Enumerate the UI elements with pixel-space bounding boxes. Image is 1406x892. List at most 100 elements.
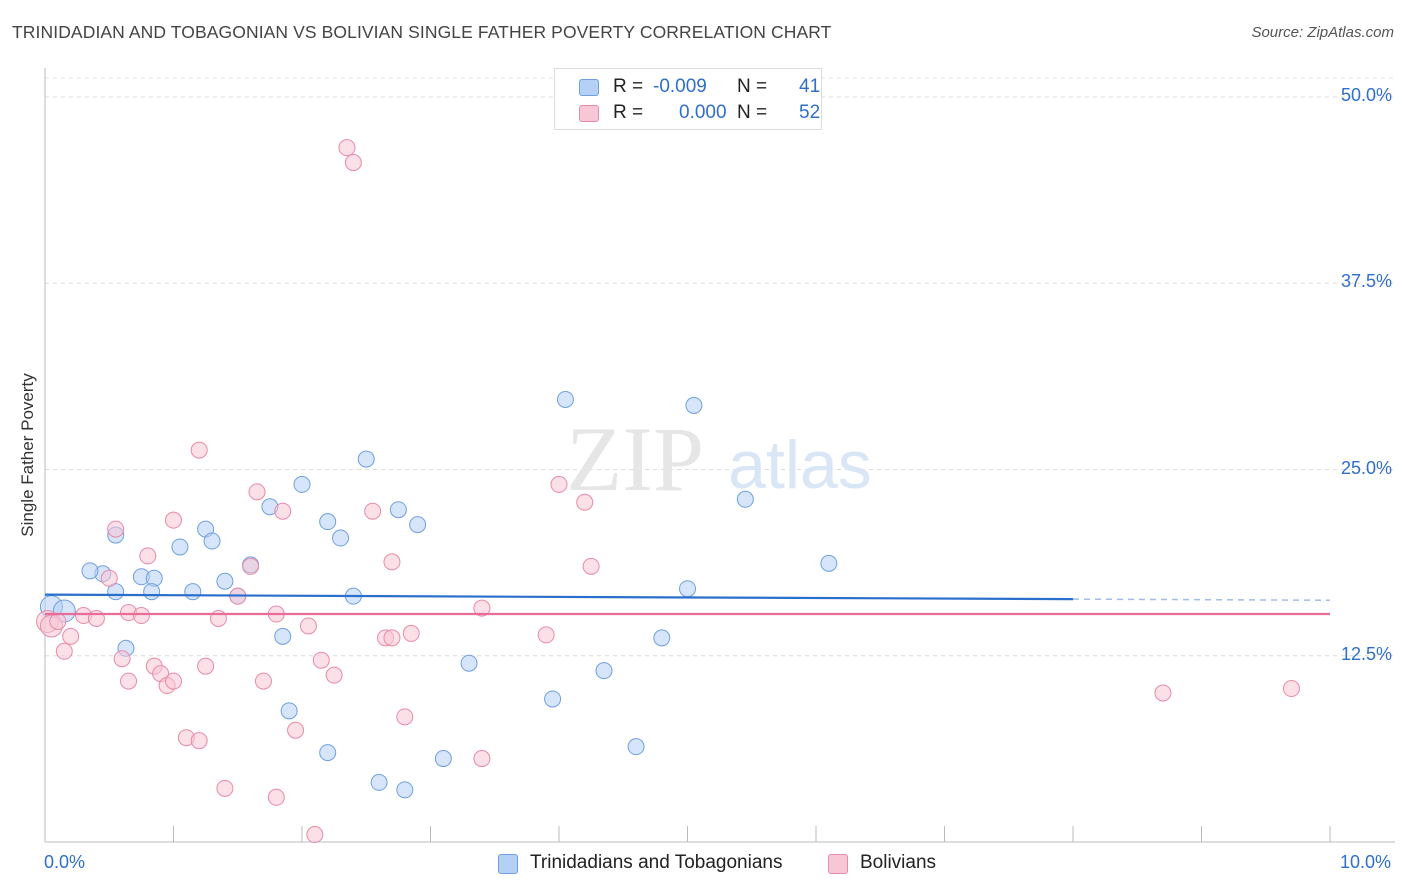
point-bolivian[interactable] (312, 651, 330, 669)
point-bolivian[interactable] (139, 547, 157, 565)
point-bolivian[interactable] (1282, 680, 1300, 698)
point-bolivian[interactable] (216, 779, 234, 797)
point-bolivian[interactable] (364, 502, 382, 520)
point-bolivian[interactable] (120, 672, 138, 690)
point-bolivian[interactable] (383, 553, 401, 571)
point-trinidadian[interactable] (627, 738, 645, 756)
stats-n-label: N = (737, 76, 768, 97)
point-bolivian[interactable] (306, 826, 324, 844)
point-trinidadian[interactable] (736, 490, 754, 508)
point-trinidadian[interactable] (274, 627, 292, 645)
point-trinidadian[interactable] (143, 583, 161, 601)
point-bolivian[interactable] (473, 750, 491, 768)
point-bolivian[interactable] (165, 672, 182, 690)
point-trinidadian[interactable] (171, 538, 189, 556)
axes (44, 68, 1395, 843)
point-trinidadian[interactable] (396, 781, 414, 799)
stats-r-label: R = (613, 76, 644, 97)
legend-label-bolivian: Bolivians (860, 852, 937, 873)
point-bolivian[interactable] (338, 139, 356, 157)
point-trinidadian[interactable] (184, 583, 202, 601)
stats-r-value: 0.000 (679, 102, 727, 123)
y-tick-label: 50.0% (1340, 85, 1392, 105)
point-bolivian[interactable] (190, 732, 208, 750)
point-trinidadian[interactable] (460, 654, 478, 672)
legend-swatch-trinidadian (498, 854, 518, 874)
stats-swatch-trinidadian (579, 79, 599, 96)
point-trinidadian[interactable] (389, 501, 407, 519)
point-bolivian[interactable] (248, 483, 266, 501)
point-bolivian[interactable] (267, 788, 285, 806)
point-bolivian[interactable] (287, 721, 305, 739)
watermark-atlas: atlas (728, 427, 872, 503)
point-trinidadian[interactable] (216, 572, 234, 590)
point-trinidadian[interactable] (319, 513, 337, 531)
point-bolivian[interactable] (344, 154, 362, 172)
stats-r-value: -0.009 (653, 76, 707, 97)
point-bolivian[interactable] (274, 502, 292, 520)
point-bolivian[interactable] (402, 624, 420, 642)
point-trinidadian[interactable] (685, 396, 703, 414)
point-bolivian[interactable] (473, 599, 491, 617)
correlation-stats-box: R = -0.009 N = 41 R = 0.000 N = 52 (554, 68, 822, 130)
point-bolivian[interactable] (254, 672, 272, 690)
point-trinidadian[interactable] (820, 554, 838, 572)
y-tick-label: 12.5% (1340, 643, 1392, 664)
point-bolivian[interactable] (49, 612, 67, 630)
point-bolivian[interactable] (299, 617, 317, 635)
point-bolivian[interactable] (197, 657, 215, 675)
point-trinidadian[interactable] (653, 629, 671, 647)
point-bolivian[interactable] (55, 642, 73, 660)
watermark: ZIP atlas (566, 408, 872, 510)
chart-source: Source: ZipAtlas.com (1251, 24, 1394, 41)
point-bolivian[interactable] (62, 627, 80, 645)
point-bolivian[interactable] (550, 475, 568, 493)
point-bolivian[interactable] (132, 607, 150, 625)
point-trinidadian[interactable] (544, 690, 562, 708)
trend-line-trinidadian (44, 593, 1074, 601)
point-trinidadian[interactable] (280, 702, 298, 720)
point-bolivian[interactable] (165, 511, 182, 529)
point-trinidadian[interactable] (679, 580, 696, 598)
point-trinidadian[interactable] (409, 516, 427, 534)
point-bolivian[interactable] (87, 610, 105, 627)
y-tick-label: 37.5% (1340, 271, 1392, 292)
point-bolivian[interactable] (242, 557, 260, 575)
point-bolivian[interactable] (383, 629, 401, 647)
chart-title: TRINIDADIAN AND TOBAGONIAN VS BOLIVIAN S… (12, 22, 832, 42)
data-points (36, 139, 1300, 844)
point-trinidadian[interactable] (332, 529, 350, 547)
point-bolivian[interactable] (209, 610, 227, 627)
point-trinidadian[interactable] (370, 773, 388, 791)
point-trinidadian[interactable] (357, 450, 375, 468)
point-bolivian[interactable] (582, 557, 600, 575)
point-bolivian[interactable] (396, 708, 414, 726)
stats-n-value: 52 (799, 102, 821, 123)
point-bolivian[interactable] (1154, 684, 1172, 702)
x-tick-label-max: 10.0% (1340, 852, 1392, 872)
point-bolivian[interactable] (537, 626, 555, 644)
point-trinidadian[interactable] (556, 390, 574, 408)
point-bolivian[interactable] (113, 650, 131, 668)
point-bolivian[interactable] (576, 493, 594, 511)
y-tick-label: 25.0% (1340, 457, 1392, 478)
x-tick-label-min: 0.0% (44, 852, 86, 872)
stats-r-label: R = (613, 102, 644, 123)
watermark-zip: ZIP (566, 408, 704, 510)
legend-swatch-bolivian (828, 854, 848, 874)
point-trinidadian[interactable] (319, 744, 337, 762)
point-bolivian[interactable] (190, 441, 208, 459)
point-trinidadian[interactable] (434, 750, 452, 768)
point-trinidadian[interactable] (203, 532, 221, 550)
point-trinidadian[interactable] (81, 562, 99, 580)
point-bolivian[interactable] (107, 520, 125, 538)
stats-swatch-bolivian (579, 105, 599, 122)
trend-line-trinidadian-extension (1072, 598, 1331, 601)
point-bolivian[interactable] (325, 666, 343, 684)
point-bolivian[interactable] (100, 569, 118, 587)
point-trinidadian[interactable] (595, 662, 613, 680)
legend-label-trinidadian: Trinidadians and Tobagonians (530, 852, 783, 873)
trend-lines (44, 593, 1331, 616)
point-trinidadian[interactable] (293, 475, 311, 493)
